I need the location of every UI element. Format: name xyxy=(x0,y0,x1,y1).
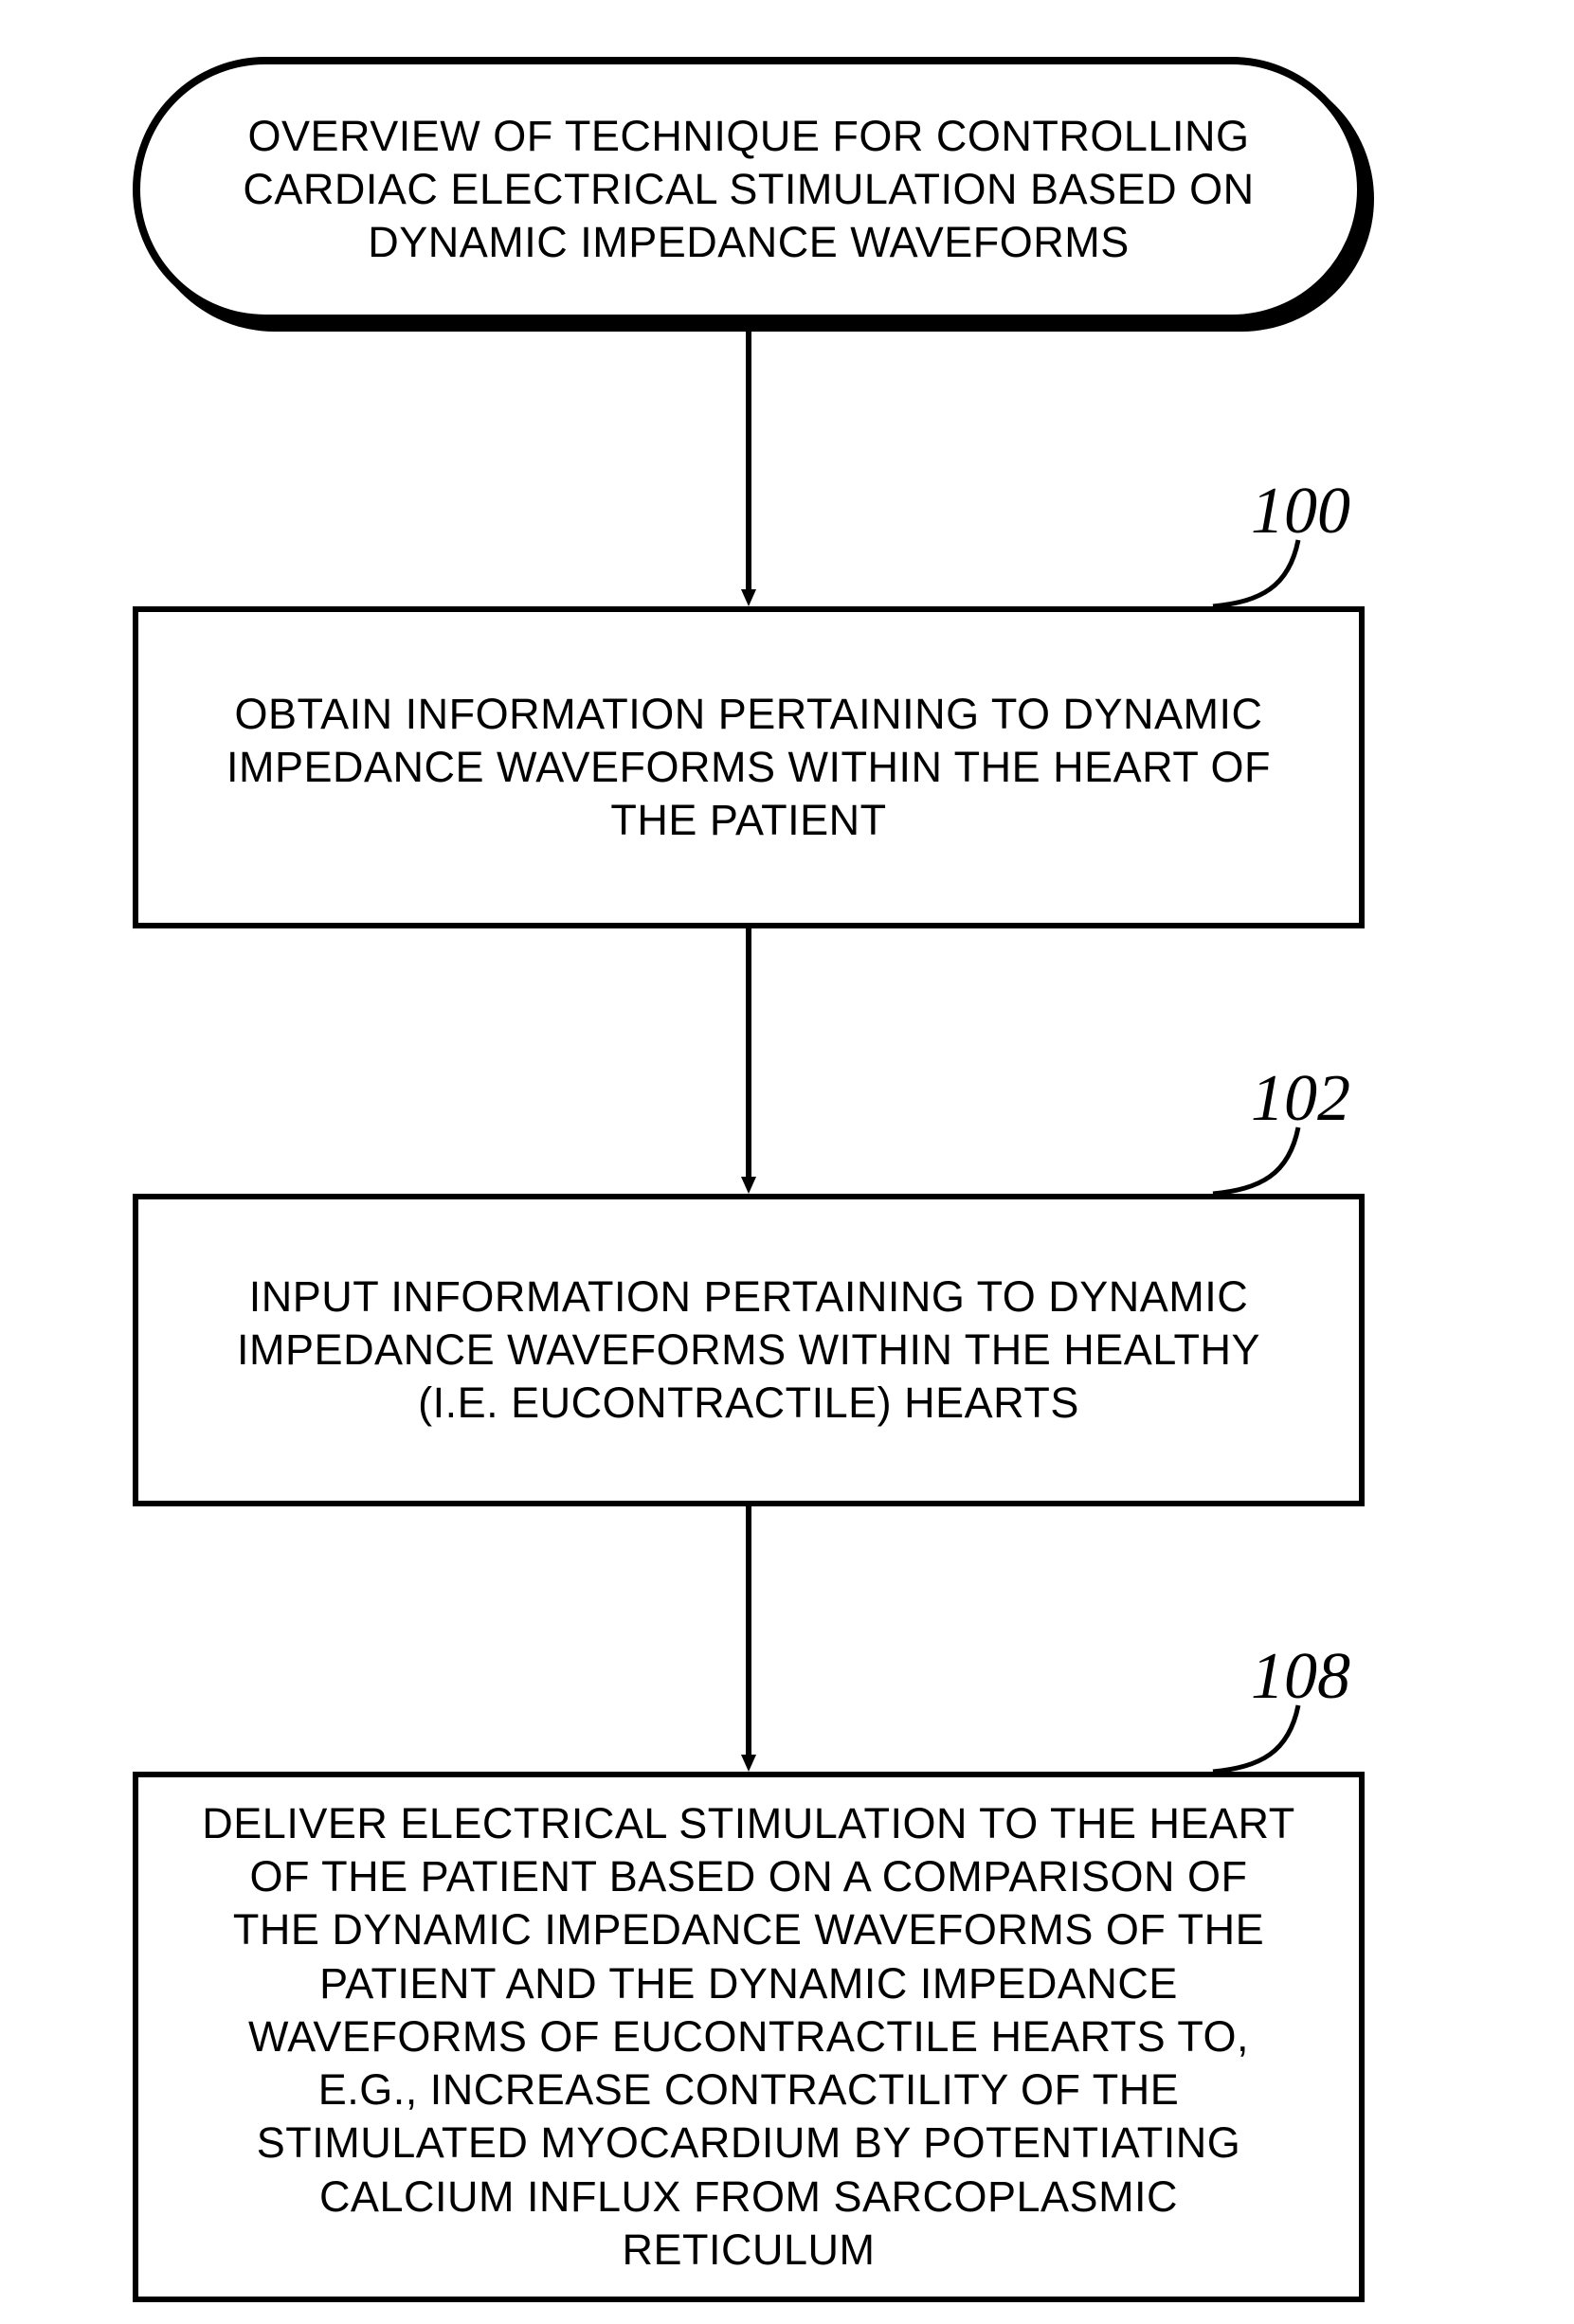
ref-label-108: 108 xyxy=(1251,1639,1350,1715)
process-step-108-text: DELIVER ELECTRICAL STIMULATION TO THE HE… xyxy=(138,1797,1359,2277)
process-step-102: INPUT INFORMATION PERTAINING TO DYNAMIC … xyxy=(133,1194,1365,1506)
process-step-100-text: OBTAIN INFORMATION PERTAINING TO DYNAMIC… xyxy=(138,688,1359,848)
flowchart-canvas: OVERVIEW OF TECHNIQUE FOR CONTROLLING CA… xyxy=(0,0,1574,2324)
process-step-102-text: INPUT INFORMATION PERTAINING TO DYNAMIC … xyxy=(138,1270,1359,1431)
ref-label-100: 100 xyxy=(1251,474,1350,549)
process-step-108: DELIVER ELECTRICAL STIMULATION TO THE HE… xyxy=(133,1772,1365,2302)
leader-100 xyxy=(1213,540,1298,606)
process-step-100: OBTAIN INFORMATION PERTAINING TO DYNAMIC… xyxy=(133,606,1365,928)
leader-108 xyxy=(1213,1705,1298,1772)
leader-102 xyxy=(1213,1127,1298,1194)
title-terminator: OVERVIEW OF TECHNIQUE FOR CONTROLLING CA… xyxy=(133,57,1365,322)
ref-label-102: 102 xyxy=(1251,1061,1350,1137)
title-text: OVERVIEW OF TECHNIQUE FOR CONTROLLING CA… xyxy=(140,110,1357,270)
